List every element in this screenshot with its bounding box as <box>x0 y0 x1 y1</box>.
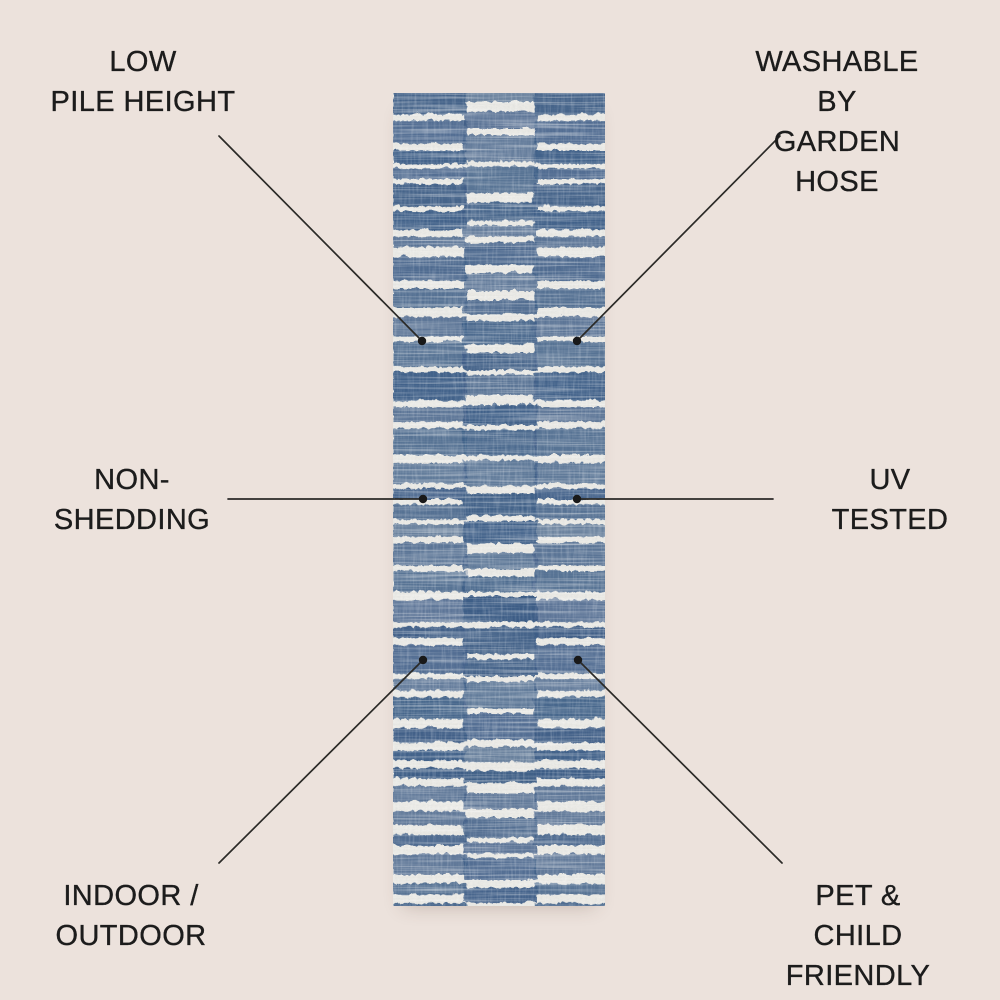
label-non-shedding: NON- SHEDDING <box>53 464 211 536</box>
callout-line <box>576 135 781 342</box>
callout-line <box>577 659 783 864</box>
label-low-pile-height: LOW PILE HEIGHT <box>50 46 236 118</box>
rug-photo <box>393 93 605 906</box>
label-indoor-outdoor: INDOOR / OUTDOOR <box>55 880 207 952</box>
callout-pet-child-friendly <box>573 655 783 864</box>
label-uv-tested: UV TESTED <box>831 464 949 536</box>
label-washable-by-garden-hose: WASHABLE BY GARDEN HOSE <box>755 46 919 198</box>
label-pet-child-friendly: PET & CHILD FRIENDLY <box>785 880 931 992</box>
rug-graphic <box>393 93 605 906</box>
callout-line <box>218 135 423 342</box>
rug-grain-texture <box>393 93 605 906</box>
